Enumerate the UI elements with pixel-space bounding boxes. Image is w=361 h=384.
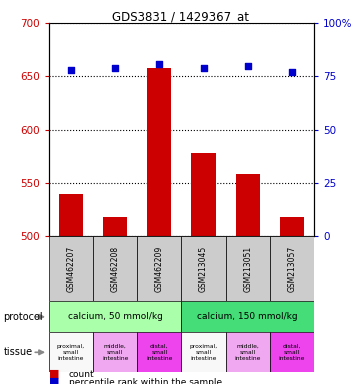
Text: GSM462207: GSM462207 (66, 246, 75, 292)
Point (112, 65, 118, 71)
Text: protocol: protocol (4, 312, 43, 322)
Bar (226, 332, 270, 372)
Text: distal,
small
intestine: distal, small intestine (279, 344, 305, 361)
Bar (137, 236, 182, 301)
Bar (103, 217, 127, 236)
Bar (270, 236, 314, 301)
Bar (182, 332, 226, 372)
Text: middle,
small
intestine: middle, small intestine (102, 344, 128, 361)
Bar (59, 194, 83, 236)
Text: distal,
small
intestine: distal, small intestine (146, 344, 173, 361)
Bar (137, 332, 182, 372)
Bar (280, 217, 304, 236)
Point (245, 63, 251, 69)
Point (68, 67, 74, 73)
Bar (182, 301, 314, 332)
Point (201, 65, 206, 71)
Bar (270, 332, 314, 372)
Text: GSM213045: GSM213045 (199, 246, 208, 292)
Bar (93, 332, 137, 372)
Point (289, 69, 295, 75)
Bar (236, 174, 260, 236)
Text: GDS3831 / 1429367_at: GDS3831 / 1429367_at (112, 10, 249, 23)
Text: proximal,
small
intestine: proximal, small intestine (57, 344, 85, 361)
Bar (191, 153, 216, 236)
Text: GSM462208: GSM462208 (110, 246, 119, 292)
Bar (49, 236, 93, 301)
Text: count: count (69, 370, 94, 379)
Text: GSM462209: GSM462209 (155, 246, 164, 292)
Text: calcium, 50 mmol/kg: calcium, 50 mmol/kg (68, 312, 162, 321)
Text: GSM213051: GSM213051 (243, 246, 252, 292)
Text: calcium, 150 mmol/kg: calcium, 150 mmol/kg (197, 312, 298, 321)
Bar (182, 236, 226, 301)
Text: ■: ■ (49, 369, 59, 379)
Text: ■: ■ (49, 377, 59, 384)
Bar (49, 301, 182, 332)
Text: GSM213057: GSM213057 (287, 246, 296, 292)
Point (156, 60, 162, 66)
Bar (147, 68, 171, 236)
Text: percentile rank within the sample: percentile rank within the sample (69, 378, 222, 384)
Text: proximal,
small
intestine: proximal, small intestine (190, 344, 218, 361)
Bar (49, 332, 93, 372)
Text: tissue: tissue (4, 347, 33, 358)
Bar (226, 236, 270, 301)
Text: middle,
small
intestine: middle, small intestine (235, 344, 261, 361)
Bar (93, 236, 137, 301)
